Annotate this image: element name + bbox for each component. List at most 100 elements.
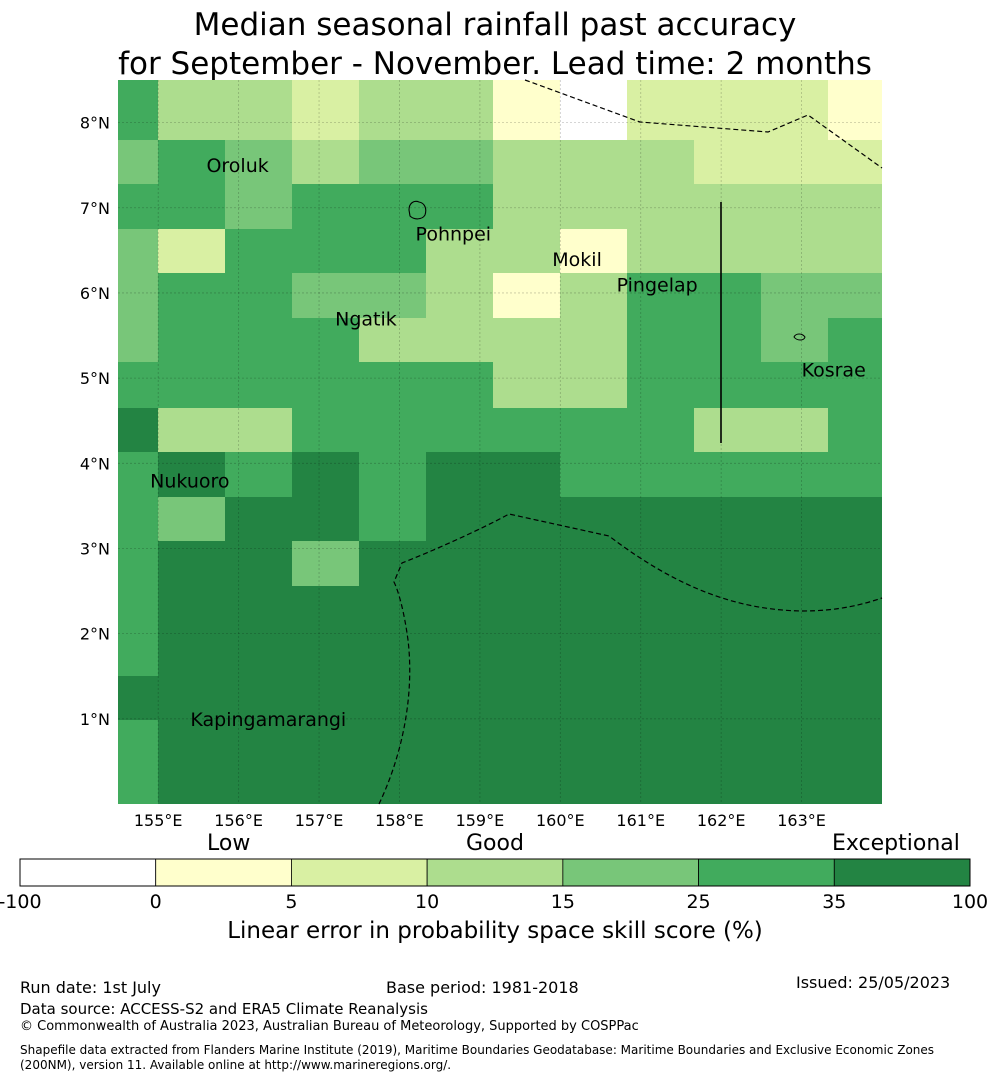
skill-grid	[118, 80, 882, 804]
grid-cell	[118, 452, 158, 497]
grid-cell	[627, 452, 694, 497]
grid-cell	[828, 497, 882, 541]
grid-cell	[118, 80, 158, 140]
grid-cell	[225, 80, 292, 140]
latitude-tick-label: 1°N	[80, 710, 110, 729]
colorbar	[19, 858, 971, 887]
longitude-tick-label: 159°E	[456, 811, 505, 830]
grid-cell	[694, 273, 761, 318]
longitude-tick-label: 163°E	[777, 811, 826, 830]
grid-cell	[225, 720, 292, 804]
grid-cell	[493, 676, 560, 720]
grid-cell	[694, 720, 761, 804]
grid-cell	[158, 184, 225, 229]
grid-cell	[761, 273, 828, 318]
latitude-tick-label: 6°N	[80, 284, 110, 303]
grid-cell	[118, 318, 158, 362]
grid-cell	[359, 497, 426, 541]
grid-cell	[828, 229, 882, 273]
grid-cell	[493, 452, 560, 497]
grid-cell	[828, 408, 882, 452]
grid-cell	[627, 229, 694, 273]
grid-cell	[828, 273, 882, 318]
grid-cell	[828, 80, 882, 140]
colorbar-tick-labels: -100 0 5 10 15 25 35 100	[0, 891, 988, 913]
grid-cell	[761, 229, 828, 273]
grid-cell	[118, 229, 158, 273]
grid-cell	[158, 229, 225, 273]
grid-cell	[627, 497, 694, 541]
colorbar-tick-label: 5	[285, 891, 297, 913]
grid-cell	[560, 140, 627, 184]
grid-cell	[225, 497, 292, 541]
longitude-tick-labels: 155°E 156°E 157°E 158°E 159°E 160°E 161°E 162°E…	[134, 811, 826, 830]
grid-cell	[292, 318, 359, 362]
kosrae-island-icon	[793, 333, 806, 341]
grid-cell	[761, 140, 828, 184]
colorbar-swatch	[562, 858, 699, 887]
grid-cell	[118, 720, 158, 804]
grid-cell	[359, 541, 426, 586]
place-label: Ngatik	[335, 308, 397, 330]
latitude-tick-label: 8°N	[80, 114, 110, 133]
chart-title-line-1: Median seasonal rainfall past accuracy	[193, 7, 797, 43]
grid-cell	[158, 362, 225, 408]
colorbar-category-exceptional: Exceptional	[832, 831, 960, 856]
grid-cell	[694, 184, 761, 229]
grid-cell	[828, 140, 882, 184]
grid-cell	[627, 140, 694, 184]
grid-cell	[828, 318, 882, 362]
shapefile-credit-line-2: (200NM), version 11. Available online at…	[20, 1058, 452, 1072]
grid-cell	[493, 184, 560, 229]
grid-cell	[694, 452, 761, 497]
grid-cell	[493, 318, 560, 362]
place-label: Mokil	[552, 249, 602, 271]
grid-cell	[158, 80, 225, 140]
grid-cell	[493, 720, 560, 804]
grid-cell	[493, 408, 560, 452]
grid-cell	[560, 720, 627, 804]
grid-cell	[118, 273, 158, 318]
grid-cell	[560, 80, 627, 140]
grid-cell	[158, 720, 225, 804]
colorbar-tick-label: 10	[415, 891, 439, 913]
grid-cell	[761, 586, 828, 676]
grid-cell	[292, 362, 359, 408]
grid-cell	[627, 541, 694, 586]
grid-cell	[761, 497, 828, 541]
place-labels: Oroluk Pohnpei Mokil Pingelap Ngatik Kosrae Nu…	[150, 155, 866, 731]
grid-cell	[560, 497, 627, 541]
colorbar-tick-label: 100	[952, 891, 988, 913]
run-date: Run date: 1st July	[20, 978, 161, 997]
grid-cell	[118, 676, 158, 720]
grid-cell	[694, 586, 761, 676]
grid-cell	[118, 184, 158, 229]
grid-cell	[761, 452, 828, 497]
grid-cell	[560, 541, 627, 586]
grid-cell	[292, 273, 359, 318]
grid-cell	[560, 586, 627, 676]
grid-cell	[627, 273, 694, 318]
grid-cell	[292, 497, 359, 541]
grid-cell	[426, 586, 493, 676]
grid-cell	[828, 676, 882, 720]
grid-cell	[493, 362, 560, 408]
grid-cell	[158, 497, 225, 541]
colorbar-tick-label: -100	[0, 891, 42, 913]
grid-cell	[225, 541, 292, 586]
place-label: Pohnpei	[416, 223, 492, 245]
grid-cell	[158, 676, 225, 720]
colorbar-category-low: Low	[207, 831, 251, 856]
grid-cell	[426, 273, 493, 318]
grid-cell	[292, 229, 359, 273]
grid-cell	[761, 80, 828, 140]
grid-cell	[158, 452, 225, 497]
grid-cell	[359, 676, 426, 720]
longitude-tick-label: 156°E	[214, 811, 263, 830]
grid-cell	[359, 80, 426, 140]
grid-cell	[292, 541, 359, 586]
grid-cell	[761, 720, 828, 804]
grid-cell	[761, 184, 828, 229]
grid-cell	[426, 720, 493, 804]
grid-cell	[493, 140, 560, 184]
